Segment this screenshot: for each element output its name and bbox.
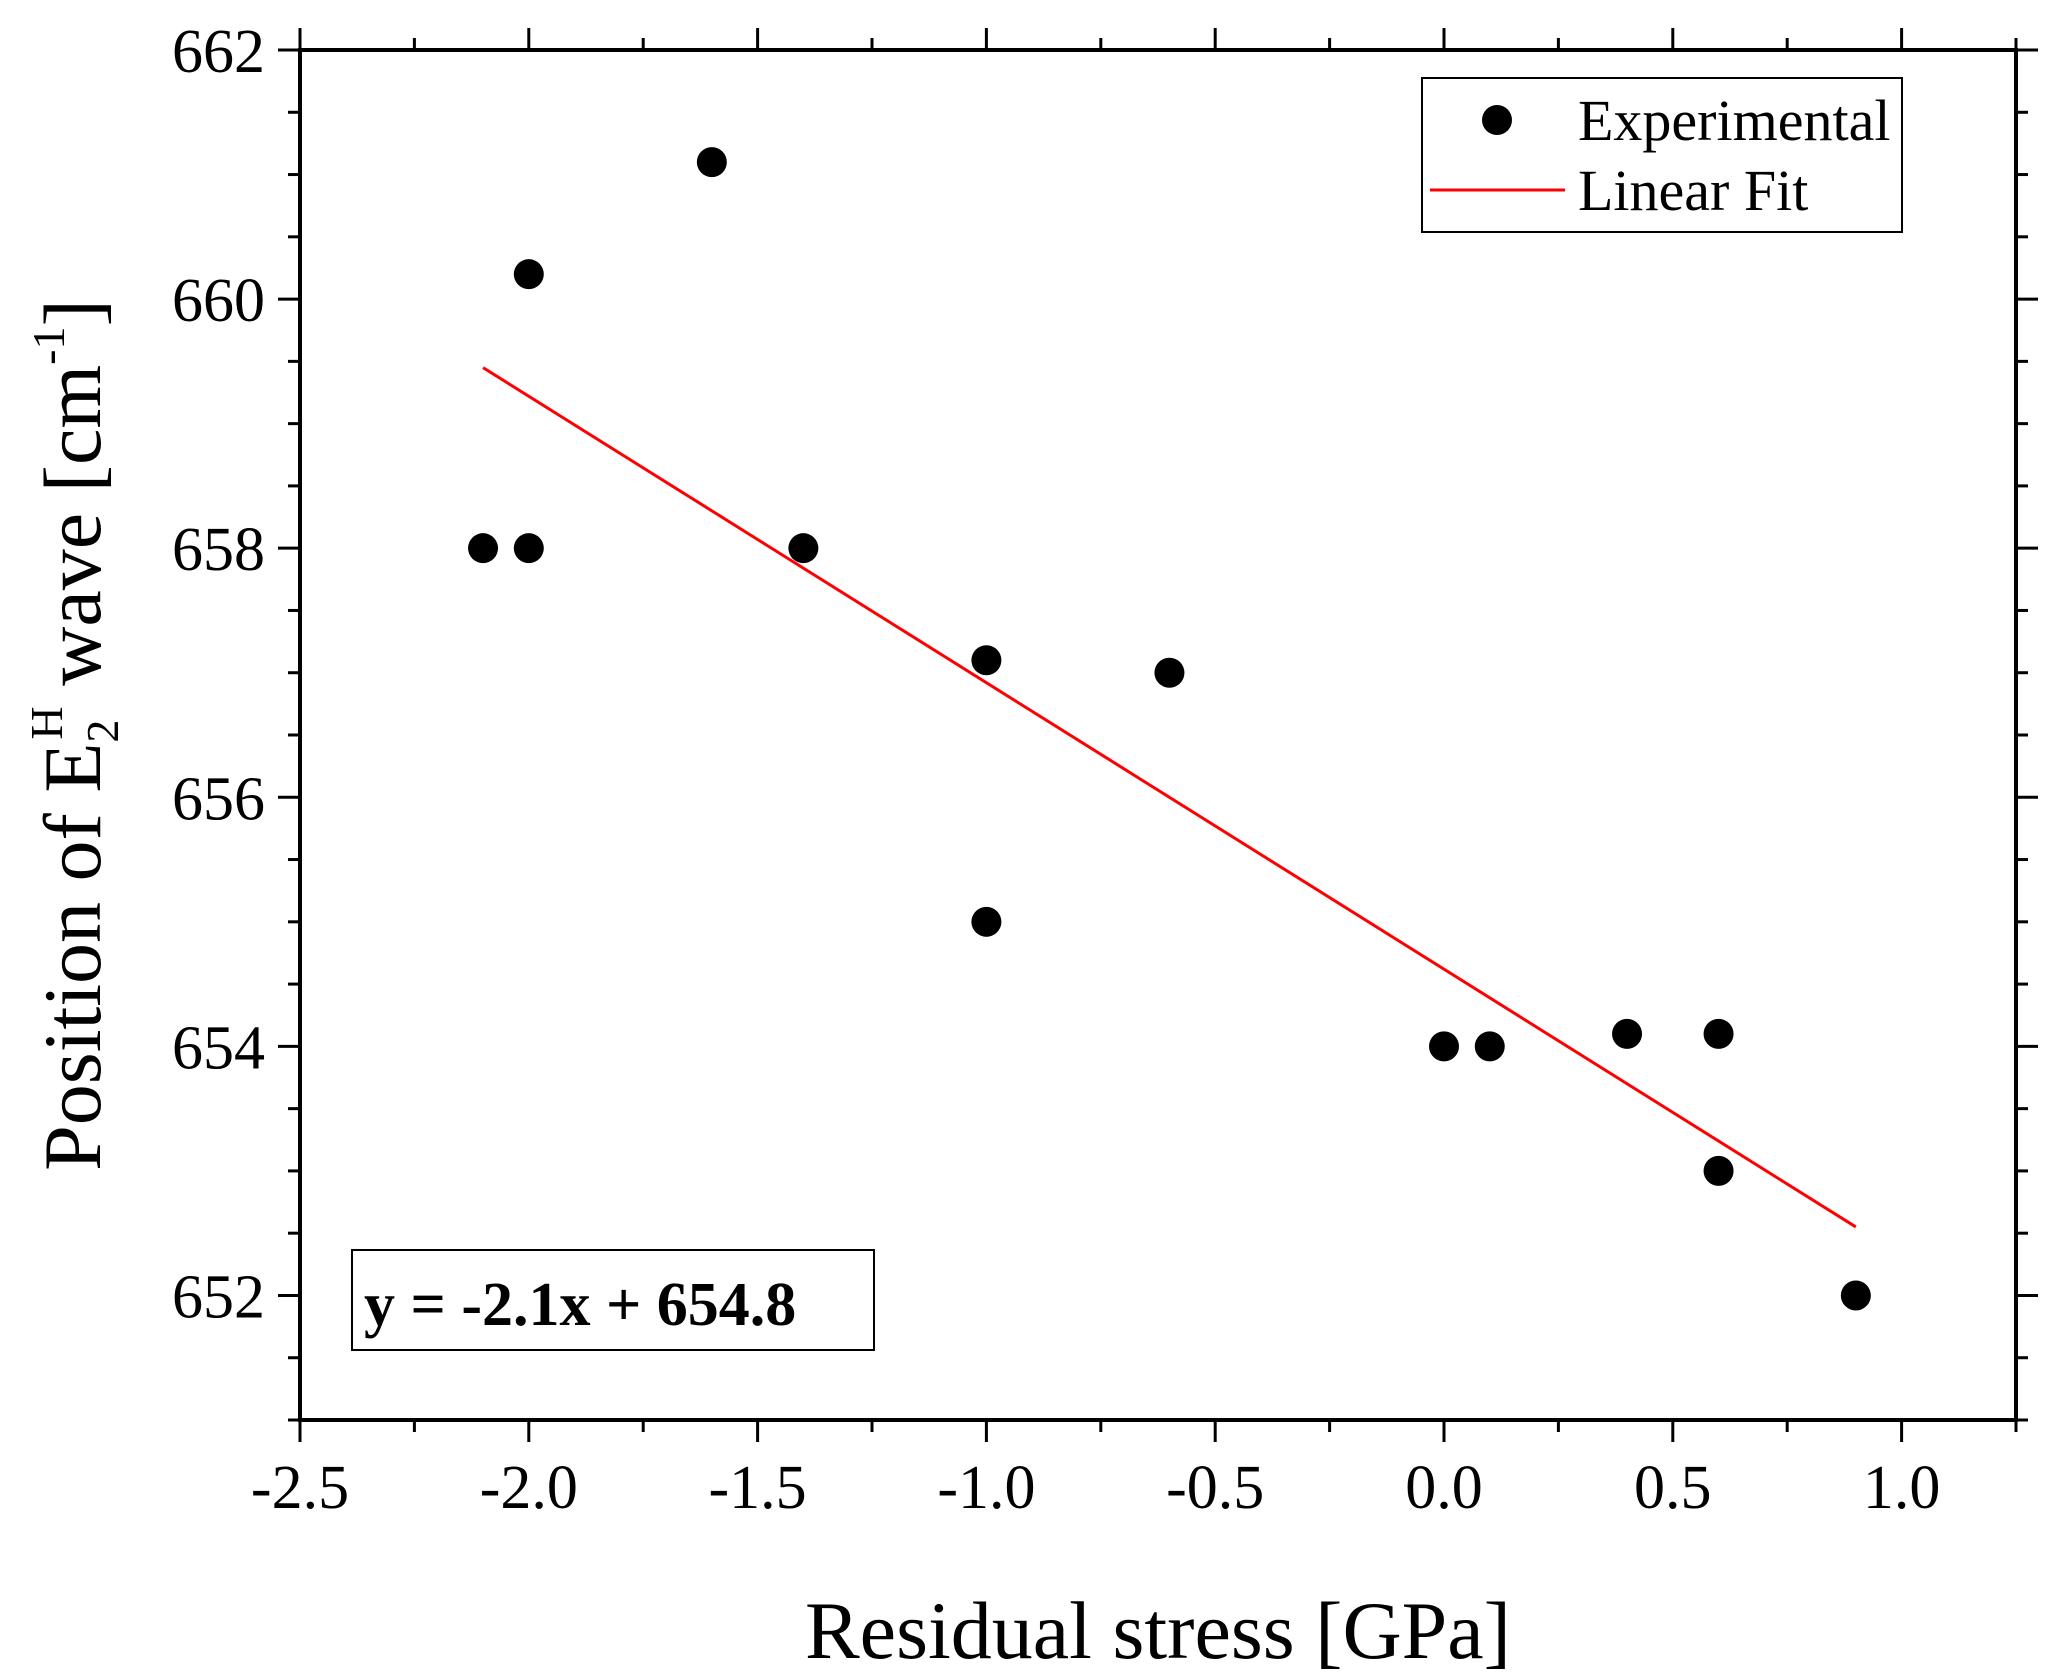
y-axis-title: Position of E2H wave [cm-1]	[21, 299, 128, 1171]
data-point	[468, 533, 499, 564]
axis-ticks	[278, 28, 2038, 1442]
y-axis-title-exponent: -1	[23, 326, 74, 364]
y-tick-label: 654	[172, 1014, 265, 1082]
equation-box	[351, 1249, 875, 1351]
legend-label-linear-fit: Linear Fit	[1578, 158, 1808, 223]
fit-layer	[482, 366, 1857, 1229]
y-tick-label: 656	[172, 765, 265, 833]
x-axis-title: Residual stress [GPa]	[805, 1585, 1511, 1675]
data-point	[513, 259, 544, 290]
data-point	[513, 533, 544, 564]
x-tick-label: 1.0	[1863, 1454, 1941, 1522]
data-point	[971, 906, 1002, 937]
x-tick-label: 0.0	[1405, 1454, 1483, 1522]
points-layer	[468, 147, 1871, 1311]
y-axis-title-middle: wave [cm	[27, 365, 118, 707]
x-tick-label: 0.5	[1634, 1454, 1712, 1522]
data-point	[1840, 1280, 1871, 1311]
plot-frame	[298, 48, 2018, 1422]
data-point	[788, 533, 819, 564]
y-tick-label: 658	[172, 516, 265, 584]
y-axis-title-superscript: H	[21, 706, 72, 739]
data-point	[1474, 1031, 1505, 1062]
y-tick-label: 652	[172, 1263, 265, 1331]
data-point	[1429, 1031, 1459, 1062]
x-tick-label: -2.0	[480, 1454, 578, 1522]
x-tick-label: -1.5	[709, 1454, 807, 1522]
data-point	[971, 645, 1002, 676]
x-tick-label: -0.5	[1166, 1454, 1264, 1522]
legend-label-experimental: Experimental	[1578, 88, 1890, 153]
equation-annotation: y = -2.1x + 654.8	[351, 1249, 875, 1351]
data-point	[1703, 1155, 1734, 1186]
y-axis-title-prefix: Position of E	[27, 743, 118, 1171]
y-tick-label: 662	[172, 18, 265, 86]
data-point	[696, 147, 727, 178]
linear-fit-line	[482, 366, 1857, 1229]
legend-marker-experimental	[1482, 105, 1512, 135]
data-point	[1703, 1018, 1734, 1049]
legend: Experimental Linear Fit	[1421, 77, 1903, 233]
axis-tick-labels: -2.5 -2.0 -1.5 -1.0 -0.5 0.0 0.5 1.0 652 654 656 65…	[172, 18, 1940, 1522]
legend-box	[1421, 77, 1903, 233]
data-point	[1612, 1018, 1643, 1049]
y-axis-title-subscript: 2	[77, 720, 128, 743]
x-tick-label: -1.0	[937, 1454, 1035, 1522]
data-point	[1154, 657, 1185, 688]
y-axis-title-suffix: ]	[27, 299, 118, 326]
equation-text: y = -2.1x + 654.8	[364, 1271, 796, 1339]
x-tick-label: -2.5	[251, 1454, 349, 1522]
y-tick-label: 660	[172, 267, 265, 335]
